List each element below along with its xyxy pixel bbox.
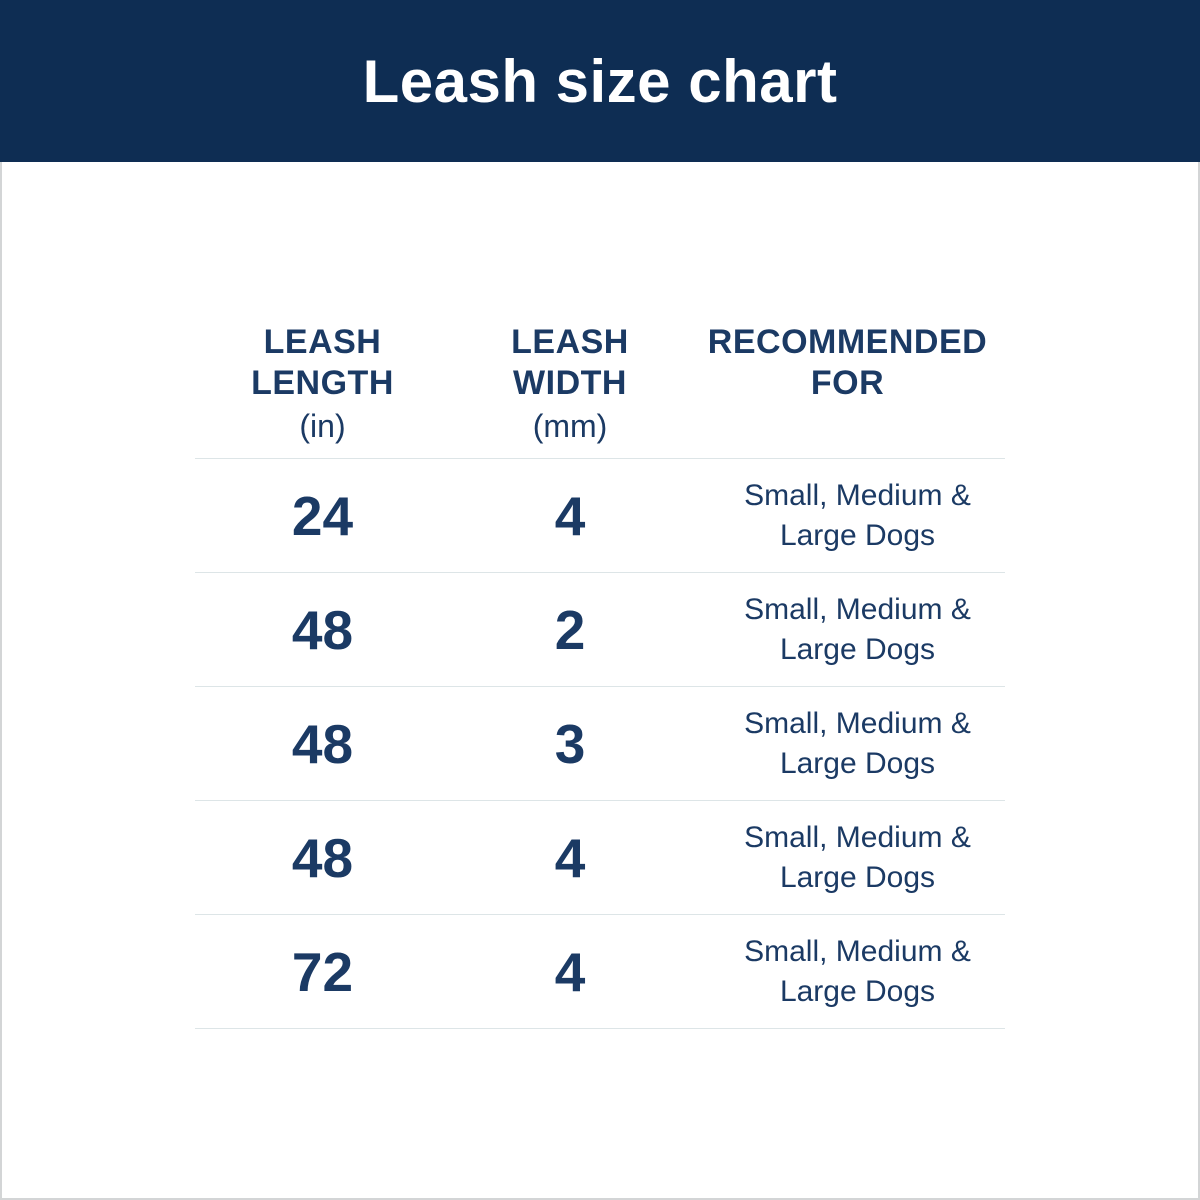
table-row: 48 2 Small, Medium & Large Dogs <box>195 572 1005 686</box>
recommended-for-value: Small, Medium & Large Dogs <box>744 478 971 552</box>
recommended-for-value: Small, Medium & Large Dogs <box>744 706 971 780</box>
title-banner: Leash size chart <box>0 0 1200 162</box>
column-header-leash-width: LEASH WIDTH (mm) <box>450 322 690 448</box>
column-header-unit: (in) <box>299 408 346 444</box>
recommended-for-value: Small, Medium & Large Dogs <box>744 934 971 1008</box>
leash-length-value: 72 <box>291 940 354 1003</box>
leash-width-value: 4 <box>554 826 586 889</box>
column-header-line: LENGTH <box>251 364 394 402</box>
table-row: 72 4 Small, Medium & Large Dogs <box>195 914 1005 1029</box>
recommended-for-value: Small, Medium & Large Dogs <box>744 592 971 666</box>
column-header-unit: (mm) <box>532 408 608 444</box>
column-header-line: WIDTH <box>513 364 627 402</box>
column-header-line: LEASH <box>511 323 629 361</box>
table-row: 48 4 Small, Medium & Large Dogs <box>195 800 1005 914</box>
leash-length-value: 48 <box>291 598 354 661</box>
column-header-line: FOR <box>810 364 885 402</box>
table-row: 24 4 Small, Medium & Large Dogs <box>195 458 1005 572</box>
leash-length-value: 48 <box>291 712 354 775</box>
leash-width-value: 3 <box>554 712 586 775</box>
leash-width-value: 4 <box>554 484 586 547</box>
column-header-recommended-for: RECOMMENDED FOR <box>690 322 1005 448</box>
column-header-line: RECOMMENDED <box>707 323 988 361</box>
leash-width-value: 2 <box>554 598 586 661</box>
leash-width-value: 4 <box>554 940 586 1003</box>
page-title: Leash size chart <box>362 47 838 115</box>
column-header-line: LEASH <box>263 323 382 361</box>
recommended-for-value: Small, Medium & Large Dogs <box>744 820 971 894</box>
size-table: LEASH LENGTH (in) LEASH WIDTH (mm) RECOM… <box>195 322 1005 1029</box>
table-header-row: LEASH LENGTH (in) LEASH WIDTH (mm) RECOM… <box>195 322 1005 458</box>
leash-length-value: 24 <box>291 484 354 547</box>
column-header-leash-length: LEASH LENGTH (in) <box>195 322 450 448</box>
leash-length-value: 48 <box>291 826 354 889</box>
table-row: 48 3 Small, Medium & Large Dogs <box>195 686 1005 800</box>
